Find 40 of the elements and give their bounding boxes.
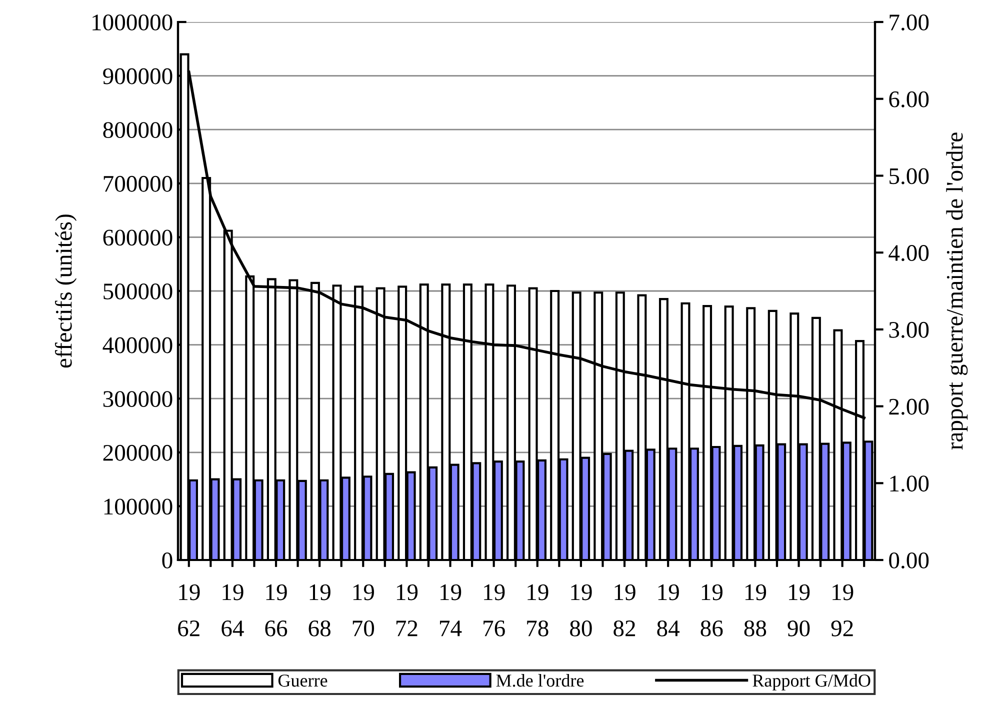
y2-tick-label: 5.00 bbox=[890, 168, 929, 184]
y-tick-label: 500000 bbox=[104, 283, 172, 300]
y-tick-label: 600000 bbox=[103, 230, 172, 246]
x-tick-label: 19 76 bbox=[484, 584, 505, 636]
x-tick-label: 19 90 bbox=[788, 584, 810, 636]
y2-tick-label: 0.00 bbox=[889, 552, 929, 569]
legend-label: Rapport G/MdO bbox=[752, 674, 870, 690]
x-tick-label: 19 66 bbox=[265, 584, 288, 636]
y-tick-label: 0 bbox=[162, 552, 172, 568]
y-tick-label: 800000 bbox=[103, 122, 172, 138]
y2-axis-title: rapport guerre/maintien de l'ordre bbox=[946, 132, 968, 450]
y2-tick-label: 7.00 bbox=[890, 14, 929, 31]
y2-tick-label: 6.00 bbox=[889, 91, 929, 108]
text: Guerre bbox=[278, 674, 328, 687]
legend-label: M.de l'ordre bbox=[496, 674, 584, 687]
y2-tick-label: 4.00 bbox=[888, 245, 929, 262]
x-tick-label: 19 82 bbox=[614, 584, 636, 636]
y-tick-label: 100000 bbox=[104, 498, 172, 515]
x-tick-label: 19 86 bbox=[700, 584, 723, 636]
y-axis-title: effectifs (unités) bbox=[54, 214, 77, 368]
y2-tick-label: 1.00 bbox=[890, 476, 929, 492]
x-tick-label: 19 64 bbox=[222, 584, 244, 636]
y-tick-label: 200000 bbox=[103, 444, 172, 461]
x-tick-label: 19 72 bbox=[396, 584, 418, 636]
x-tick-label: 19 68 bbox=[308, 584, 330, 636]
y-tick-label: 1000000 bbox=[92, 14, 172, 30]
x-tick-label: 19 84 bbox=[657, 584, 680, 636]
x-tick-label: 19 80 bbox=[570, 584, 592, 636]
x-tick-label: 19 70 bbox=[352, 584, 374, 636]
x-tick-label: 19 78 bbox=[527, 584, 548, 636]
x-tick-label: 19 92 bbox=[831, 584, 854, 636]
y2-tick-label: 3.00 bbox=[889, 322, 929, 338]
y-tick-label: 900000 bbox=[103, 68, 172, 84]
x-tick-label: 19 74 bbox=[440, 584, 462, 636]
y-tick-label: 300000 bbox=[103, 391, 172, 408]
x-tick-label: 19 88 bbox=[744, 584, 766, 636]
y-tick-label: 700000 bbox=[104, 176, 172, 192]
y2-tick-label: 2.00 bbox=[889, 398, 929, 415]
y-tick-label: 400000 bbox=[102, 337, 172, 354]
x-tick-label: 19 62 bbox=[178, 584, 200, 636]
